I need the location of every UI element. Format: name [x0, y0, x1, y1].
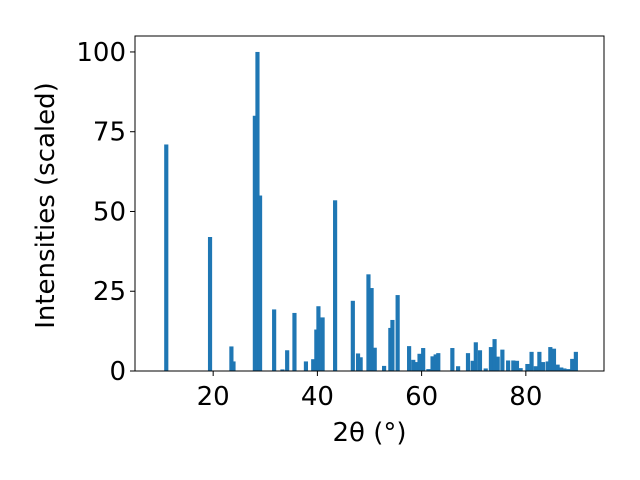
bar [411, 359, 416, 371]
bar [303, 361, 309, 371]
bar [470, 360, 475, 371]
y-axis-label: Intensities (scaled) [31, 82, 61, 329]
bar [540, 362, 546, 371]
bar [514, 360, 520, 371]
bar [529, 351, 534, 371]
bar [436, 353, 441, 371]
bar [231, 361, 236, 371]
bar [407, 346, 412, 371]
bar [414, 362, 419, 371]
bar [483, 368, 488, 371]
bar [229, 346, 234, 371]
bar [426, 369, 431, 371]
x-tick-label: 40 [301, 382, 334, 412]
bar [390, 319, 395, 371]
bar [525, 363, 530, 371]
bar [533, 366, 538, 371]
bar [456, 366, 461, 371]
bar [559, 367, 564, 371]
bar [358, 357, 363, 371]
bar [506, 360, 511, 371]
bar [369, 288, 374, 371]
bars-group [164, 51, 578, 371]
y-tick-label: 0 [109, 357, 126, 387]
bar [311, 359, 316, 371]
bar [548, 347, 553, 371]
plot-frame [134, 35, 605, 372]
y-axis-ticks: 0 25 50 75 100 [76, 38, 135, 387]
bar [488, 347, 494, 371]
bar [320, 317, 325, 371]
bar [252, 115, 257, 371]
bar [382, 365, 387, 371]
bar [511, 360, 516, 371]
bar [562, 368, 567, 371]
bar [473, 342, 478, 371]
x-tick-label: 60 [405, 382, 438, 412]
x-tick-label: 20 [197, 382, 230, 412]
bar [477, 350, 483, 371]
bar [350, 300, 355, 371]
bar [450, 348, 455, 371]
y-tick-label: 50 [93, 197, 126, 227]
bar [255, 51, 260, 371]
y-tick-label: 100 [76, 38, 126, 68]
bar [333, 200, 338, 371]
bar [430, 356, 435, 371]
bar [366, 274, 371, 371]
bar [395, 295, 400, 371]
bar [292, 312, 297, 371]
bar [316, 306, 321, 371]
bar [372, 347, 377, 371]
bar [551, 348, 557, 371]
y-tick-label: 25 [93, 277, 126, 307]
bar [545, 361, 550, 371]
x-axis-ticks: 20 40 60 80 [197, 371, 542, 412]
bar [421, 348, 426, 371]
bar [433, 354, 438, 371]
bar [566, 369, 571, 371]
bar [355, 353, 361, 371]
bar [465, 353, 471, 371]
bar [518, 368, 523, 371]
bar [570, 358, 575, 371]
bar [272, 309, 277, 371]
bar [492, 339, 497, 371]
bar [257, 195, 263, 371]
bar [417, 353, 422, 371]
y-tick-label: 75 [93, 118, 126, 148]
bar [573, 351, 578, 371]
x-axis-label: 2θ (°) [332, 418, 406, 448]
bar [207, 237, 213, 371]
x-tick-label: 80 [509, 382, 542, 412]
bar [495, 356, 500, 371]
bar [537, 351, 542, 371]
bar [314, 329, 319, 371]
bar [164, 144, 169, 371]
bar [280, 369, 285, 371]
bar [555, 364, 560, 371]
bar [500, 349, 505, 371]
bar [285, 350, 290, 371]
